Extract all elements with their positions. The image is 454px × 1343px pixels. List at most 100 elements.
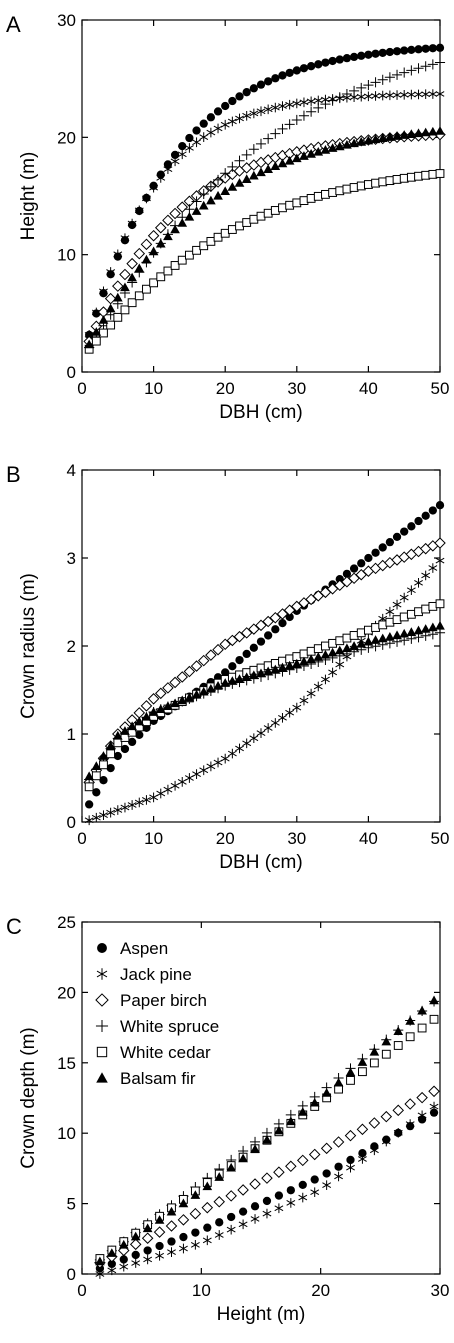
x-tick-label: 30: [287, 829, 306, 848]
data-point: [349, 631, 359, 640]
data-point: [283, 604, 296, 616]
data-point: [191, 689, 202, 699]
data-point: [407, 522, 416, 531]
plot-frame: [81, 469, 441, 823]
data-point: [270, 718, 280, 728]
data-point: [242, 649, 251, 659]
data-point: [370, 635, 381, 644]
x-tick-label: 20: [311, 1281, 330, 1300]
data-point: [285, 612, 294, 622]
data-point: [377, 74, 388, 85]
data-point: [342, 54, 352, 63]
data-point: [349, 183, 359, 192]
data-point: [241, 149, 252, 160]
data-point: [156, 173, 166, 183]
data-point: [417, 1023, 427, 1033]
series-paper-birch: [94, 1085, 440, 1269]
data-point: [368, 1117, 381, 1129]
data-point: [147, 693, 160, 705]
data-point: [406, 89, 416, 100]
data-point: [334, 1171, 343, 1182]
data-point: [191, 196, 202, 207]
data-point: [248, 144, 259, 155]
data-point: [429, 1014, 439, 1024]
data-point: [113, 312, 123, 322]
data-point: [420, 127, 431, 137]
data-point: [406, 172, 416, 182]
data-point: [320, 145, 331, 154]
data-point: [149, 182, 159, 193]
data-point: [220, 678, 231, 687]
data-point: [334, 92, 345, 103]
x-tick-label: 0: [77, 829, 86, 848]
data-point: [167, 1237, 176, 1246]
data-point: [133, 707, 146, 719]
x-tick-label: 40: [359, 379, 378, 398]
data-point: [242, 88, 251, 97]
data-point: [274, 1125, 284, 1135]
data-point: [399, 89, 409, 100]
legend-item-paper-birch: Paper birch: [95, 991, 207, 1010]
data-point: [134, 263, 145, 273]
data-point: [371, 49, 380, 58]
data-point: [119, 268, 131, 281]
data-point: [377, 133, 388, 142]
data-point: [235, 743, 244, 754]
data-point: [414, 89, 423, 100]
series-balsam-fir: [84, 126, 445, 349]
data-point: [84, 339, 94, 349]
y-tick-label: 20: [57, 983, 76, 1002]
data-point: [106, 749, 116, 759]
y-tick-label: 25: [57, 913, 76, 932]
data-point: [385, 132, 395, 141]
data-point: [391, 69, 403, 80]
data-point: [256, 80, 266, 89]
data-point: [176, 671, 189, 683]
data-point: [428, 169, 438, 179]
y-tick-label: 3: [67, 549, 76, 568]
data-point: [142, 795, 151, 805]
data-point: [112, 292, 123, 302]
data-point: [370, 77, 381, 88]
data-point: [91, 812, 101, 823]
data-point: [313, 644, 323, 654]
data-point: [202, 1235, 212, 1246]
data-point: [92, 788, 101, 797]
data-point: [378, 177, 388, 187]
data-point: [99, 286, 108, 297]
data-point: [435, 126, 445, 135]
legend-marker: [96, 968, 108, 980]
data-point: [428, 44, 437, 53]
y-tick-label: 1: [67, 725, 76, 744]
data-point: [154, 221, 167, 234]
data-point: [221, 668, 230, 677]
data-point: [421, 570, 431, 581]
data-point: [213, 757, 223, 768]
data-point: [95, 1269, 105, 1279]
data-point: [328, 188, 338, 197]
data-point: [192, 769, 201, 779]
data-point: [299, 656, 309, 666]
data-point: [356, 181, 366, 191]
data-point: [249, 214, 259, 224]
data-point: [297, 1107, 308, 1116]
data-point: [385, 632, 395, 641]
data-point: [313, 102, 324, 113]
data-point: [320, 649, 331, 659]
data-point: [120, 305, 130, 315]
data-point: [291, 114, 302, 125]
data-point: [226, 1162, 236, 1172]
data-point: [256, 637, 266, 646]
legend-marker: [96, 1046, 108, 1058]
legend-marker: [95, 1019, 109, 1033]
data-point: [112, 280, 124, 292]
data-point: [106, 267, 116, 277]
data-point: [256, 167, 266, 177]
data-point: [177, 777, 187, 787]
data-point: [120, 282, 130, 292]
data-point: [310, 1175, 319, 1184]
data-point: [91, 336, 101, 346]
data-point: [392, 532, 402, 542]
data-point: [198, 686, 209, 696]
data-point: [328, 667, 338, 678]
